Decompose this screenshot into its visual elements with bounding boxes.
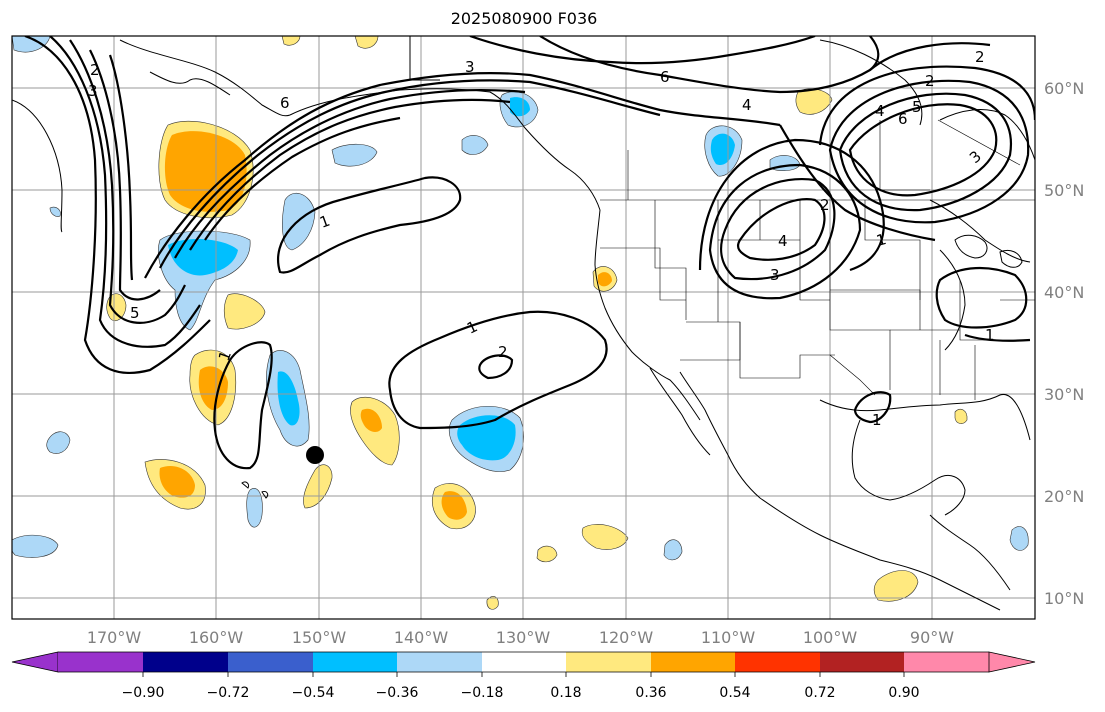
positive-anomaly-patch <box>441 491 467 520</box>
positive-anomaly-patch <box>223 293 266 330</box>
colorbar-tick-label: −0.18 <box>461 685 504 701</box>
colorbar-tick-label: 0.90 <box>888 685 919 701</box>
contour-label-1: 1 <box>872 411 882 429</box>
colorbar-tick-label: 0.18 <box>550 685 581 701</box>
negative-anomaly-patch <box>461 135 489 155</box>
positive-anomaly-patch <box>598 272 612 287</box>
lat-label: 40°N <box>1044 283 1084 302</box>
map-frame <box>11 35 1036 620</box>
lon-label: 120°W <box>599 628 654 647</box>
colorbar-tick-label: −0.36 <box>376 685 419 701</box>
negative-anomaly-patch <box>457 415 516 461</box>
negative-anomaly-patch <box>46 431 71 454</box>
colorbar-segment <box>904 652 989 672</box>
colorbar-extend-low <box>11 651 59 673</box>
lat-label: 60°N <box>1044 79 1084 98</box>
lon-label: 140°W <box>394 628 449 647</box>
negative-anomaly-patch <box>663 539 683 561</box>
latitude-labels: 60°N 50°N 40°N 30°N 20°N 10°N <box>1044 79 1084 608</box>
shaded-anomaly-layer <box>12 36 1029 610</box>
colorbar-tick-label: −0.72 <box>207 685 250 701</box>
state-borders <box>600 119 1035 400</box>
colorbar-segment <box>397 652 482 672</box>
positive-anomaly-patch <box>486 596 499 610</box>
contour-lines <box>24 36 1035 470</box>
negative-anomaly-patch <box>12 534 59 558</box>
colorbar-tick-label: 0.54 <box>719 685 750 701</box>
colorbar-segment <box>228 652 313 672</box>
negative-anomaly-patch <box>510 97 530 117</box>
colorbar-segment <box>820 652 904 672</box>
contour-label-6: 6 <box>280 94 290 112</box>
lon-label: 160°W <box>189 628 244 647</box>
negative-anomaly-patch <box>49 206 61 217</box>
colorbar-segment <box>651 652 735 672</box>
contour-label-5: 5 <box>130 304 140 322</box>
positive-anomaly-patch <box>360 408 382 432</box>
positive-anomaly-patch <box>581 524 629 550</box>
longitude-labels: 170°W 160°W 150°W 140°W 130°W 120°W 110°… <box>87 628 954 647</box>
lon-label: 110°W <box>701 628 756 647</box>
lon-label: 130°W <box>496 628 551 647</box>
colorbar-tick-label: −0.90 <box>122 685 165 701</box>
contour-label-3: 3 <box>770 266 780 284</box>
colorbar-tick-label: 0.36 <box>635 685 666 701</box>
negative-anomaly-patch <box>168 238 238 276</box>
positive-anomaly-patch <box>303 464 333 509</box>
positive-anomaly-patch <box>159 465 195 498</box>
colorbar-extend-high <box>988 651 1036 673</box>
negative-anomaly-patch <box>710 133 735 166</box>
positive-anomaly-patch <box>164 131 247 212</box>
lon-label: 100°W <box>803 628 858 647</box>
colorbar-tick-label: −0.54 <box>292 685 335 701</box>
positive-anomaly-patch <box>106 293 127 322</box>
contour-label-6: 6 <box>660 68 670 86</box>
positive-anomaly-patch <box>536 545 558 563</box>
contour-label-6: 6 <box>898 110 908 128</box>
lon-label: 90°W <box>910 628 954 647</box>
contour-label-2: 2 <box>975 48 985 66</box>
contour-label-1: 1 <box>985 326 995 344</box>
contour-label-3: 3 <box>88 82 98 100</box>
positive-anomaly-patch <box>198 366 228 410</box>
colorbar-segment <box>58 652 143 672</box>
lat-label: 10°N <box>1044 589 1084 608</box>
lat-label: 20°N <box>1044 487 1084 506</box>
colorbar-segment <box>143 652 228 672</box>
contour-label-1: 1 <box>874 230 888 250</box>
contour-label-4: 4 <box>742 96 752 114</box>
lon-label: 150°W <box>292 628 347 647</box>
positive-anomaly-patch <box>954 408 968 424</box>
negative-anomaly-patch <box>246 488 263 528</box>
contour-label-3: 3 <box>465 58 475 76</box>
colorbar-segment <box>735 652 820 672</box>
contour-label-2: 2 <box>820 196 830 214</box>
negative-anomaly-patch <box>277 371 300 426</box>
contour-label-2: 2 <box>925 72 935 90</box>
colorbar-segment <box>313 652 397 672</box>
colorbar: −0.90 −0.72 −0.54 −0.36 −0.18 0.18 0.36 … <box>11 651 1036 701</box>
negative-anomaly-patch <box>1009 526 1029 551</box>
contour-label-4: 4 <box>875 102 885 120</box>
colorbar-segment <box>482 652 566 672</box>
map-title: 2025080900 F036 <box>450 9 598 28</box>
lon-label: 170°W <box>87 628 142 647</box>
colorbar-segment <box>566 652 651 672</box>
contour-label-2: 2 <box>498 343 508 361</box>
negative-anomaly-patch <box>331 143 378 167</box>
contour-label-5: 5 <box>912 98 922 116</box>
contour-label-4: 4 <box>778 232 788 250</box>
lat-label: 30°N <box>1044 385 1084 404</box>
lat-label: 50°N <box>1044 181 1084 200</box>
station-marker <box>306 446 324 464</box>
coastlines <box>12 36 1035 611</box>
contour-label-2: 2 <box>90 61 100 79</box>
colorbar-tick-label: 0.72 <box>804 685 835 701</box>
